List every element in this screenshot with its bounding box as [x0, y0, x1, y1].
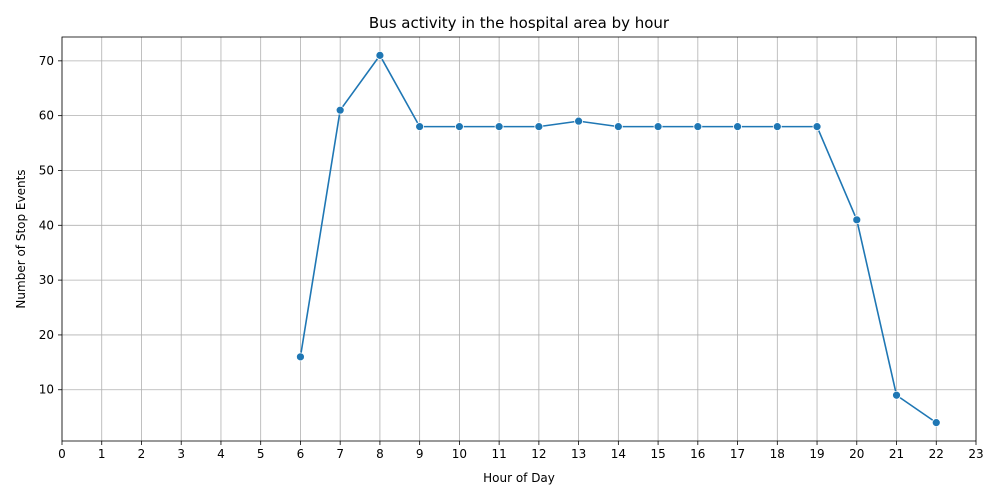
x-tick-label: 23 [968, 447, 983, 461]
x-tick-label: 9 [416, 447, 424, 461]
x-tick-label: 19 [809, 447, 824, 461]
x-tick-label: 22 [929, 447, 944, 461]
x-tick-label: 6 [297, 447, 305, 461]
data-point [892, 390, 901, 400]
x-tick-label: 15 [650, 447, 665, 461]
data-point [653, 122, 663, 132]
x-tick-label: 12 [531, 447, 546, 461]
x-tick-label: 3 [177, 447, 185, 461]
y-tick-label: 20 [39, 328, 54, 342]
x-tick-label: 1 [98, 447, 106, 461]
y-tick-label: 70 [39, 54, 54, 68]
data-point [693, 122, 703, 132]
x-tick-label: 20 [849, 447, 864, 461]
x-tick-label: 8 [376, 447, 384, 461]
x-tick-label: 5 [257, 447, 265, 461]
x-tick-label: 16 [690, 447, 705, 461]
data-point [335, 105, 345, 115]
data-point [454, 122, 464, 132]
x-tick-label: 7 [336, 447, 344, 461]
y-tick-label: 30 [39, 273, 54, 287]
plot-frame [61, 36, 977, 442]
x-axis-title: Hour of Day [483, 471, 555, 485]
data-point [733, 122, 742, 132]
x-tick-label: 21 [889, 447, 904, 461]
y-tick-label: 50 [39, 163, 54, 177]
x-tick-label: 14 [611, 447, 626, 461]
x-tick-label: 18 [770, 447, 785, 461]
y-tick-label: 60 [39, 109, 54, 123]
data-point [812, 122, 822, 132]
x-tick-label: 0 [58, 447, 66, 461]
x-tick-label: 13 [571, 447, 586, 461]
x-tick-label: 4 [217, 447, 225, 461]
data-point [772, 122, 782, 132]
data-point [613, 122, 623, 132]
y-axis-title: Number of Stop Events [14, 169, 28, 308]
x-tick-label: 11 [491, 447, 506, 461]
x-tick-label: 2 [138, 447, 146, 461]
grid [61, 37, 977, 441]
x-axis: 0 1 2 3 4 5 6 7 8 9 10 11 12 13 14 15 16 17 18 19 20 21 22 23 [58, 441, 984, 461]
chart-title: Bus activity in the hospital area by hou… [369, 14, 670, 32]
x-tick-label: 17 [730, 447, 745, 461]
y-axis: 10 20 30 40 50 60 70 [39, 54, 62, 397]
y-tick-label: 10 [39, 383, 54, 397]
data-point [494, 122, 504, 132]
y-tick-label: 40 [39, 218, 54, 232]
series-stop-events [296, 50, 941, 428]
data-point [534, 122, 544, 132]
x-tick-label: 10 [452, 447, 467, 461]
data-point [852, 215, 862, 225]
data-point [931, 418, 941, 428]
data-point [296, 352, 305, 362]
data-point [375, 50, 385, 60]
data-point [574, 116, 584, 126]
data-point [415, 122, 425, 132]
